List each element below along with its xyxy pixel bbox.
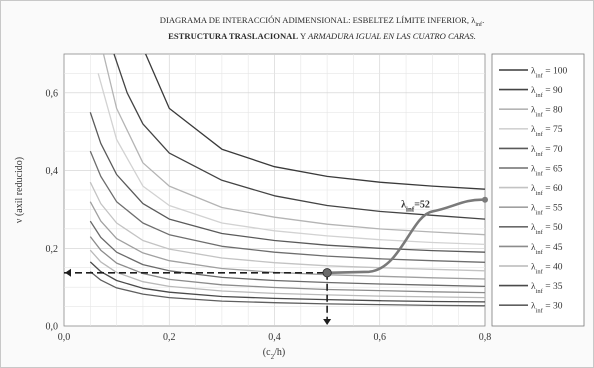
title-sub: inf	[475, 21, 482, 28]
series-line-40	[89, 249, 486, 299]
callout-end-dot	[482, 196, 488, 203]
legend-items: λinf = 100 λinf = 90 λinf = 80 λinf = 75 λin…	[499, 66, 567, 314]
x-tick-label: 0,2	[163, 332, 176, 343]
x-tick-label: 0,6	[374, 332, 387, 343]
legend-label-90: λinf = 90	[531, 86, 563, 99]
series-line-30	[89, 271, 486, 307]
legend	[491, 53, 585, 327]
legend-label-80: λinf = 80	[531, 106, 563, 119]
series-line-65	[89, 150, 486, 263]
title-main: DIAGRAMA DE INTERACCIÓN ADIMENSIONAL: ES…	[160, 15, 476, 25]
dashed-guide-arrowhead-left	[65, 268, 71, 277]
series-line-50	[89, 220, 486, 288]
y-tick-label: 0,0	[46, 322, 59, 333]
title-joiner: Y	[298, 31, 308, 41]
legend-label-30: λinf = 30	[531, 302, 563, 315]
legend-label-45: λinf = 45	[531, 243, 563, 256]
y-axis-label: ν (axil reducido)	[14, 157, 25, 223]
working-point-marker	[322, 268, 332, 278]
y-tick-label: 0,6	[46, 88, 59, 99]
y-tick-label: 0,2	[46, 244, 59, 255]
series-line-100	[145, 53, 486, 190]
x-tick-label: 0,8	[479, 332, 492, 343]
dashed-guide-arrowhead	[323, 319, 332, 325]
series-line-55	[89, 201, 486, 280]
series-line-90	[113, 53, 486, 220]
y-axis-ticks: 0,0 0,2 0,4 0,6	[46, 88, 59, 332]
legend-label-60: λinf = 60	[531, 184, 563, 197]
x-axis-ticks: 0,0 0,2 0,4 0,6 0,8	[58, 332, 492, 343]
legend-label-65: λinf = 65	[531, 164, 563, 177]
lambda-52-curve	[325, 198, 487, 275]
legend-label-70: λinf = 70	[531, 145, 563, 158]
annotation-label: λinf=52	[401, 199, 430, 213]
legend-label-35: λinf = 35	[531, 282, 563, 295]
title-bold: ESTRUCTURA TRASLACIONAL	[168, 31, 298, 41]
series-line-70	[89, 112, 486, 253]
series-line-45	[89, 236, 486, 294]
chart-title-line2: ESTRUCTURA TRASLACIONAL Y ARMADURA IGUAL…	[168, 31, 476, 41]
legend-label-75: λinf = 75	[531, 125, 563, 138]
y-tick-label: 0,4	[46, 166, 59, 177]
x-tick-label: 0,0	[58, 332, 71, 343]
x-axis-label: (c2/h)	[263, 347, 285, 361]
chart-title-line1: DIAGRAMA DE INTERACCIÓN ADIMENSIONAL: ES…	[160, 15, 484, 28]
series-line-35	[89, 261, 486, 303]
grid	[64, 54, 485, 326]
title-italic: ARMADURA IGUAL EN LAS CUATRO CARAS.	[307, 31, 476, 41]
curves	[89, 53, 486, 307]
x-tick-label: 0,4	[268, 332, 281, 343]
series-line-60	[89, 181, 486, 272]
legend-label-55: λinf = 55	[531, 204, 563, 217]
legend-label-100: λinf = 100	[531, 66, 567, 79]
legend-label-50: λinf = 50	[531, 223, 563, 236]
series-line-80	[102, 53, 486, 236]
annotation: λinf=52	[64, 196, 488, 326]
legend-label-40: λinf = 40	[531, 262, 563, 275]
